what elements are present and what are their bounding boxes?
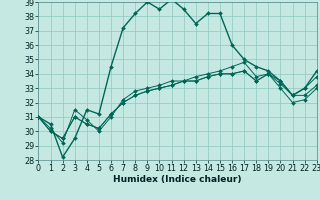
X-axis label: Humidex (Indice chaleur): Humidex (Indice chaleur) [113,175,242,184]
